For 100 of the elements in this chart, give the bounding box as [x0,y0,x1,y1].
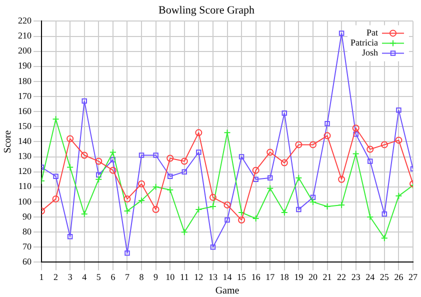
point [395,192,402,200]
point [109,148,116,156]
point [309,198,316,206]
x-tick-label: 14 [222,272,232,282]
x-tick-label: 17 [266,272,276,282]
y-tick-label: 80 [22,226,32,236]
point [80,152,88,159]
y-tick-label: 160 [18,106,32,116]
point [180,228,188,236]
point [210,244,216,250]
x-tick-label: 3 [68,272,73,282]
point [138,152,144,158]
x-axis-title: Game [215,286,240,297]
point [224,201,231,208]
legend-label: Pat [366,28,378,38]
point [52,116,60,123]
x-tick-label: 25 [380,272,390,282]
point [396,107,402,113]
point [380,234,388,242]
point [66,135,74,142]
point [282,110,288,116]
y-tick-label: 100 [18,196,32,206]
point [238,216,246,224]
y-tick-label: 60 [22,256,32,267]
point [295,141,302,148]
x-tick-label: 22 [337,272,346,282]
point [95,176,102,183]
point [209,202,216,210]
x-tick-label: 23 [351,272,361,282]
point [324,132,331,140]
point [238,154,244,160]
point [266,148,274,156]
x-tick-label: 2 [54,272,58,282]
point [152,206,160,213]
point [252,166,260,174]
point [280,159,288,166]
x-tick-label: 24 [366,272,376,282]
point [80,210,88,218]
y-tick-label: 90 [22,211,32,222]
point [253,176,258,182]
point [280,208,288,216]
x-tick-label: 4 [82,272,88,282]
point [53,174,58,179]
point [124,207,131,214]
point [324,202,331,210]
y-tick-label: 180 [18,76,32,86]
point [95,158,102,165]
point [195,129,202,136]
point [196,150,202,155]
point [224,217,230,223]
x-tick-label: 6 [110,272,116,282]
point [167,174,173,179]
point [338,201,346,208]
point [138,180,146,188]
point [295,174,302,182]
point [380,141,388,148]
point [67,234,73,240]
x-tick-label: 16 [251,272,261,282]
x-tick-label: 12 [194,272,204,282]
point [338,30,344,36]
point [52,195,60,202]
point [382,211,388,217]
point [366,146,374,153]
point [195,206,202,213]
point [238,208,246,216]
y-tick-label: 130 [18,151,32,162]
point [110,157,116,162]
point [368,158,373,164]
point [266,184,274,192]
point [152,183,160,190]
point [82,98,87,104]
y-axis-title: Score [2,130,14,154]
y-tick-label: 150 [18,120,32,131]
y-tick-label: 200 [18,46,32,56]
point [66,164,74,171]
y-tick-label: 110 [18,181,32,192]
x-tick-label: 9 [154,272,159,282]
x-tick-label: 27 [408,272,418,282]
point [153,152,158,158]
x-tick-label: 26 [394,272,404,282]
point [353,132,358,137]
x-tick-label: 10 [166,272,176,282]
point [124,195,131,202]
point [338,176,346,183]
x-tick-label: 8 [139,272,144,282]
y-tick-label: 70 [22,241,32,252]
point [395,136,402,144]
point [366,214,374,221]
point [352,150,360,158]
point [166,154,174,162]
chart-title: Bowling Score Graph [158,4,255,16]
y-tick-label: 210 [18,30,32,41]
point [310,194,316,200]
point [252,215,260,222]
x-tick-label: 18 [280,272,290,282]
point [324,121,330,126]
x-tick-label: 13 [208,272,218,282]
point [224,129,231,136]
y-tick-label: 220 [18,16,32,26]
x-tick-label: 7 [124,272,130,282]
